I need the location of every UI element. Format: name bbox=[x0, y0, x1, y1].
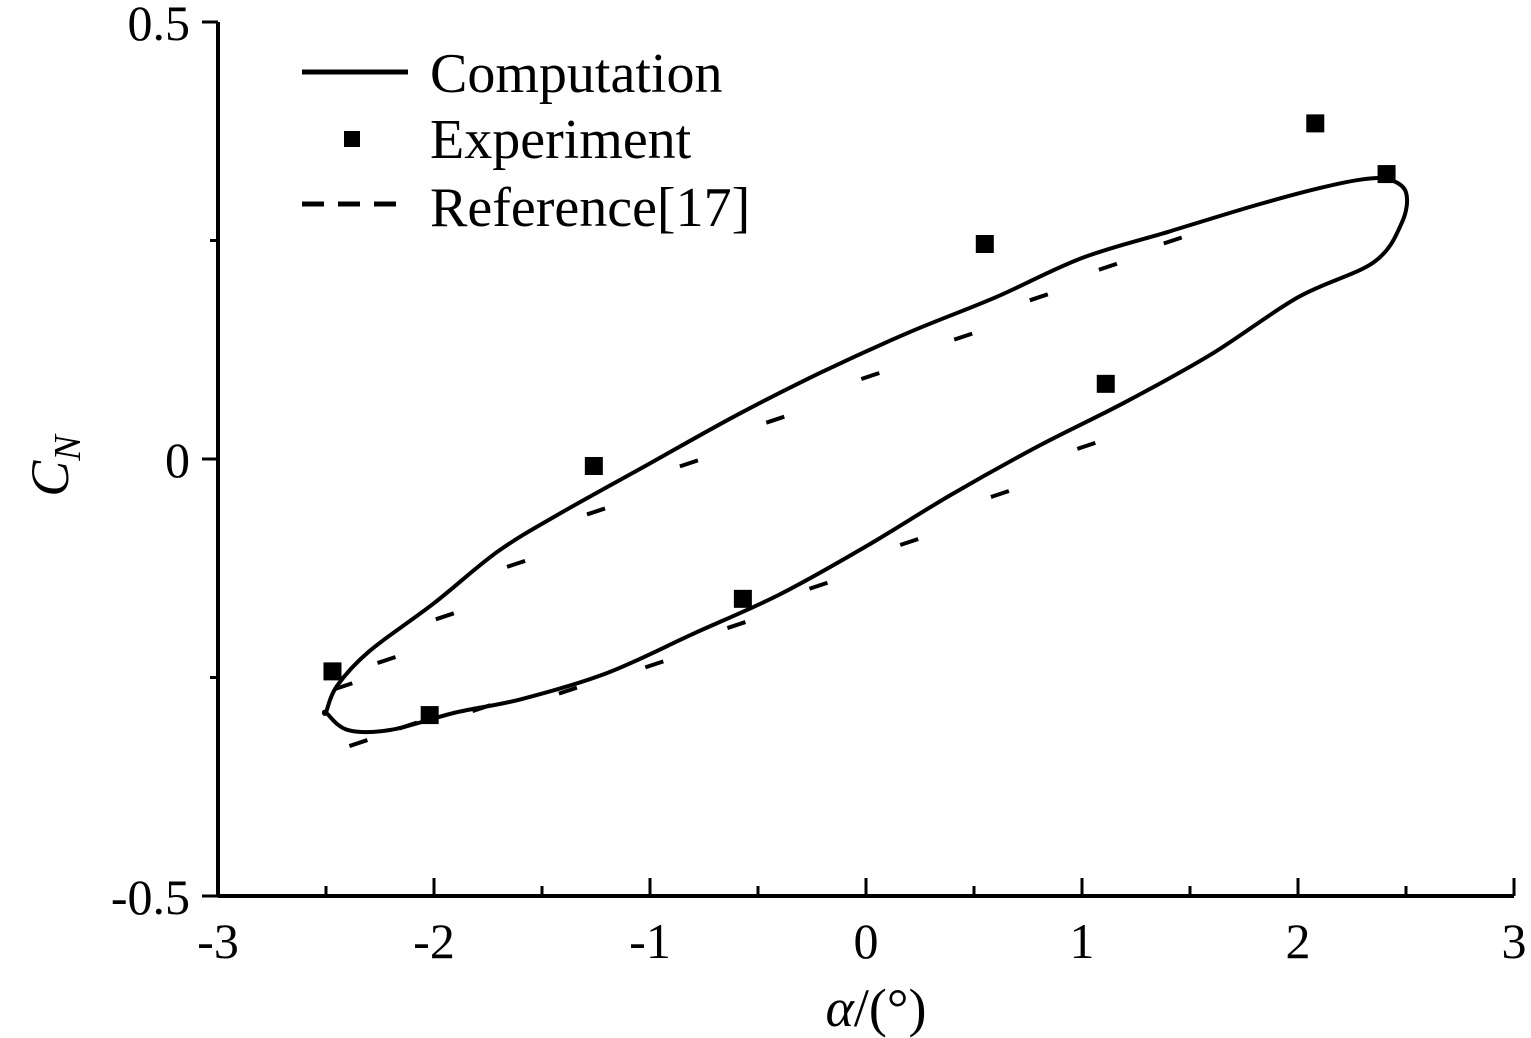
legend-computation-label: Computation bbox=[430, 43, 722, 105]
x-tick-label: -2 bbox=[413, 913, 455, 969]
series-reference-dash bbox=[644, 659, 664, 670]
series-reference-dash bbox=[398, 720, 418, 731]
series-experiment-point bbox=[420, 706, 439, 725]
y-tick-label: 0 bbox=[165, 432, 190, 488]
x-tick-label: 3 bbox=[1502, 913, 1527, 969]
legend-experiment-label: Experiment bbox=[430, 109, 692, 171]
series-experiment-point bbox=[1096, 374, 1115, 393]
x-axis-unit: /(°) bbox=[854, 978, 927, 1038]
y-axis-symbol: C bbox=[20, 460, 80, 497]
series-reference-dash bbox=[1076, 440, 1096, 451]
series-reference-dash bbox=[1163, 235, 1183, 246]
series-reference-dash bbox=[506, 558, 526, 569]
series-reference-dash bbox=[1029, 292, 1049, 303]
x-tick-label: 1 bbox=[1070, 913, 1095, 969]
series-reference-dash bbox=[679, 458, 699, 469]
y-tick-label: 0.5 bbox=[128, 0, 191, 51]
legend-reference-label: Reference[17] bbox=[430, 177, 750, 239]
series-reference-dash bbox=[860, 371, 880, 381]
series-reference-dash bbox=[333, 681, 353, 692]
legend: Computation Experiment Reference[17] bbox=[302, 43, 750, 239]
y-axis-subscript: N bbox=[47, 433, 89, 462]
x-tick-label: -1 bbox=[629, 913, 671, 969]
series-experiment-point bbox=[975, 234, 994, 253]
series-reference-dash bbox=[471, 703, 492, 713]
x-tick-label: 2 bbox=[1286, 913, 1311, 969]
series-experiment-point bbox=[733, 589, 752, 608]
series-experiment-point bbox=[1377, 165, 1396, 184]
y-tick-label: -0.5 bbox=[111, 869, 190, 925]
axes: -3 -2 -1 0 1 2 3 0.5 0 -0.5 bbox=[111, 0, 1527, 969]
series-reference-dash bbox=[953, 331, 973, 342]
series-reference-dash bbox=[899, 537, 919, 547]
series-experiment-point bbox=[1306, 114, 1325, 133]
plot-area bbox=[321, 114, 1410, 748]
series-reference-dash bbox=[586, 506, 606, 517]
series-experiment-point bbox=[584, 456, 603, 475]
x-tick-label: -3 bbox=[197, 913, 239, 969]
y-axis-title: CN bbox=[20, 433, 89, 497]
series-reference-dash bbox=[990, 489, 1010, 499]
x-tick-label: 0 bbox=[854, 913, 879, 969]
series-computation-line bbox=[321, 175, 1410, 735]
series-experiment-point bbox=[323, 662, 342, 681]
legend-experiment-swatch bbox=[344, 131, 360, 147]
series-reference-dash bbox=[348, 738, 369, 748]
x-axis-symbol: α bbox=[826, 978, 856, 1038]
series-reference-dash bbox=[1098, 261, 1118, 272]
series-reference-dash bbox=[376, 655, 397, 665]
series-reference-dash bbox=[435, 611, 455, 622]
x-axis-title: α/(°) bbox=[826, 978, 927, 1038]
series-reference-dash bbox=[808, 580, 829, 591]
series-reference-dash bbox=[726, 620, 747, 630]
series-reference-dash bbox=[558, 685, 578, 696]
series-reference-dash bbox=[765, 414, 785, 425]
